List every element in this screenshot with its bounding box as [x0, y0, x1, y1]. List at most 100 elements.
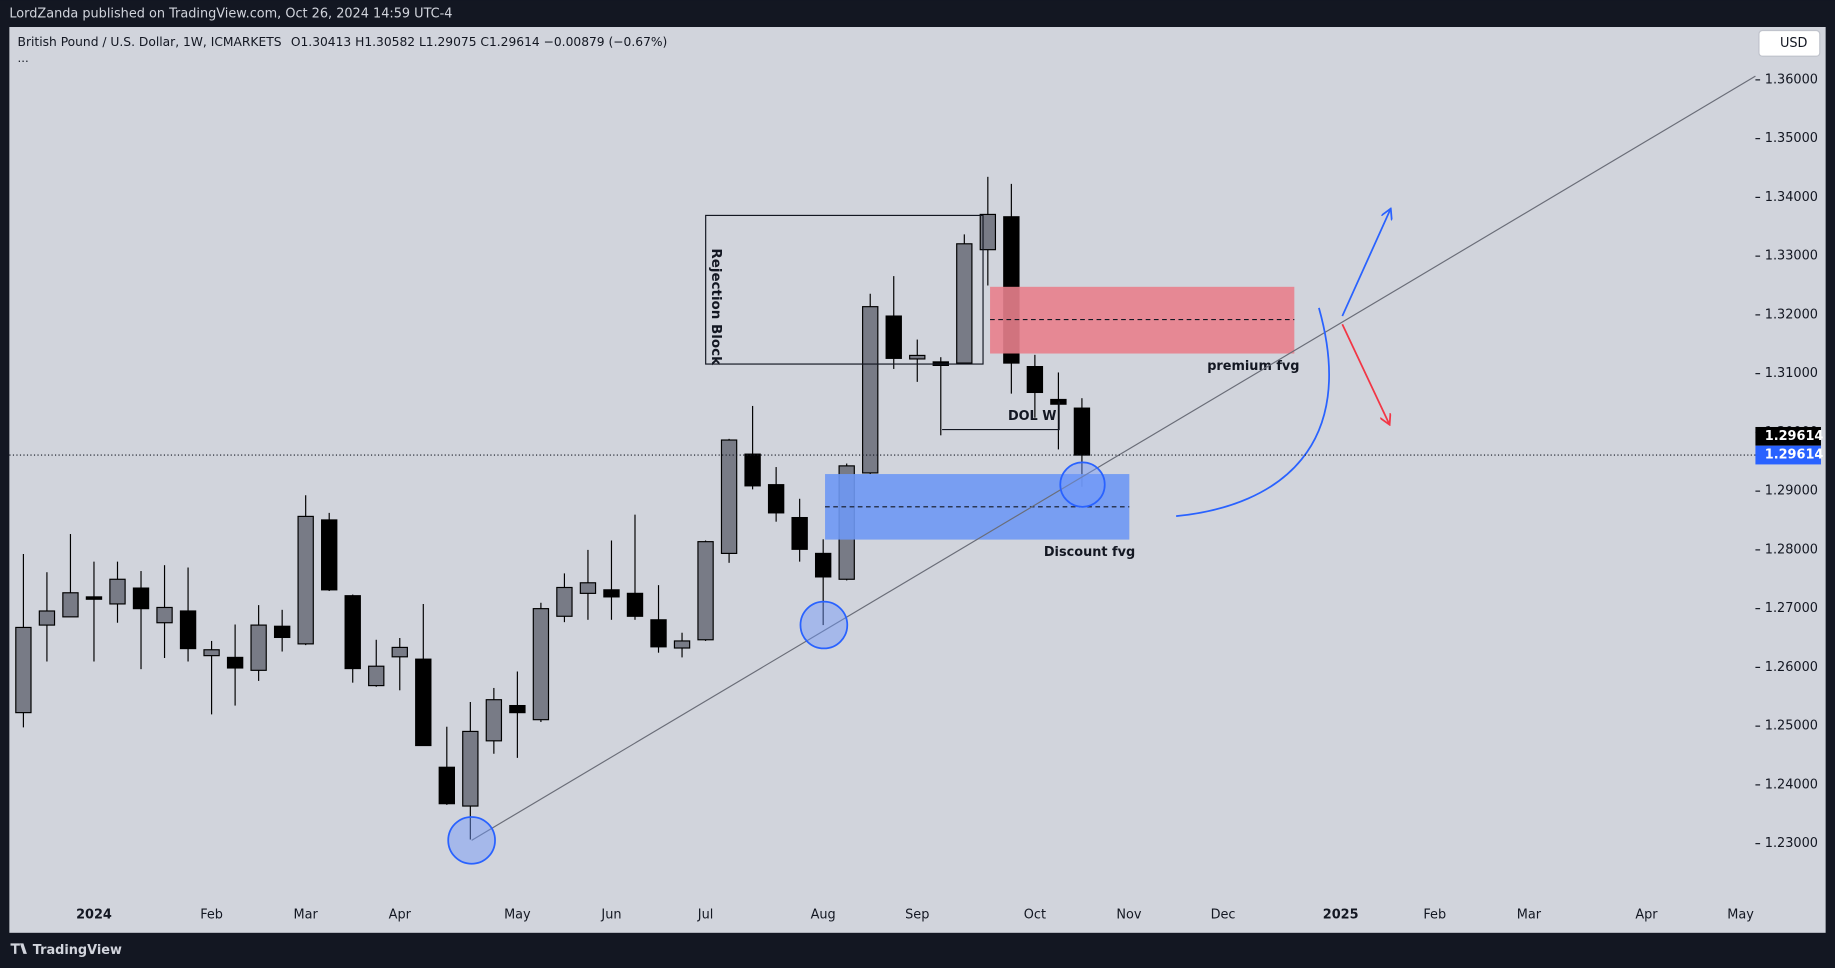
candle-body — [767, 484, 785, 514]
candle-body — [250, 624, 267, 671]
candle-body — [697, 541, 714, 641]
chart-header: British Pound / U.S. Dollar, 1W, ICMARKE… — [18, 35, 668, 49]
candle-body — [673, 640, 691, 649]
brand: TradingView — [33, 943, 122, 958]
y-tick-label: 1.24000 — [1765, 777, 1818, 792]
candle-body — [321, 519, 338, 591]
brand-logo — [10, 943, 27, 954]
y-tick-label: 1.36000 — [1765, 72, 1818, 87]
x-tick-label: 2024 — [76, 908, 112, 923]
last-price-label: 1.29614 — [1765, 448, 1824, 463]
highlight-circle — [1059, 461, 1106, 508]
x-tick-label: Nov — [1116, 908, 1141, 923]
y-tick-label: 1.34000 — [1765, 190, 1818, 205]
highlight-circle — [447, 816, 496, 865]
x-tick-label: Sep — [905, 908, 929, 923]
candle-body — [391, 646, 408, 658]
candle-body — [297, 515, 314, 645]
candle-body — [885, 315, 902, 359]
candle-body — [603, 589, 620, 598]
candle-body — [791, 516, 808, 550]
last-price-label: 1.29614 — [1765, 429, 1824, 444]
discount-label: Discount fvg — [1044, 545, 1135, 560]
candle-body — [226, 656, 244, 669]
chart-title: British Pound / U.S. Dollar, 1W, ICMARKE… — [18, 35, 282, 49]
x-tick-label: Aug — [811, 908, 836, 923]
ohlc-legend: O1.30413 H1.30582 L1.29075 C1.29614 −0.0… — [291, 35, 667, 49]
y-tick-label: 1.35000 — [1765, 131, 1818, 146]
x-tick-label: 2025 — [1323, 908, 1359, 923]
x-tick-label: Feb — [1423, 908, 1446, 923]
y-tick-label: 1.26000 — [1765, 660, 1818, 675]
dol-label: DOL W — [1008, 409, 1056, 424]
candle-body — [415, 658, 432, 747]
last-price-box — [1755, 426, 1821, 446]
projection-curve — [1176, 307, 1330, 518]
x-tick-label: Jul — [697, 908, 714, 923]
candle-body — [509, 704, 526, 714]
x-tick-label: Oct — [1024, 908, 1046, 923]
rejection-label: Rejection Block — [708, 248, 723, 366]
candle-body — [579, 582, 597, 594]
x-tick-label: Dec — [1211, 908, 1236, 923]
currency-box[interactable] — [1758, 29, 1821, 57]
y-tick-label: 1.31000 — [1765, 366, 1818, 381]
candle-body — [462, 730, 479, 807]
highlight-circle — [799, 600, 849, 650]
candle-body — [38, 610, 56, 626]
down-arrow — [1341, 323, 1389, 423]
x-tick-label: Apr — [1635, 908, 1658, 923]
candle-body — [626, 592, 644, 617]
y-tick-label: 1.28000 — [1765, 542, 1818, 557]
x-tick-label: Feb — [200, 908, 223, 923]
candle-body — [15, 626, 32, 714]
dol-line — [942, 401, 1060, 431]
x-tick-label: May — [504, 908, 531, 923]
currency[interactable]: USD — [1780, 36, 1808, 51]
candle-body — [1026, 366, 1044, 394]
candle-body — [132, 587, 150, 610]
candle-body — [368, 665, 385, 687]
candle-body — [62, 592, 79, 618]
candle-body — [109, 578, 126, 605]
candle-body — [179, 610, 197, 650]
up-arrow — [1341, 210, 1390, 317]
candle-body — [485, 699, 503, 742]
premium-label: premium fvg — [1207, 359, 1299, 374]
candle-body — [956, 243, 973, 364]
trendline — [471, 75, 1756, 841]
x-tick-label: Jun — [600, 908, 621, 923]
candle-body — [532, 608, 550, 721]
publisher: LordZanda published on TradingView.com, … — [9, 7, 452, 22]
candle-body — [273, 625, 291, 639]
last-price-box — [1755, 445, 1821, 465]
candle-body — [744, 453, 761, 487]
candle-body — [720, 439, 738, 554]
candle-body — [862, 306, 879, 474]
y-tick-label: 1.25000 — [1765, 719, 1818, 734]
candle-body — [909, 354, 926, 360]
y-tick-label: 1.29000 — [1765, 484, 1818, 499]
more-button[interactable]: ... — [18, 51, 29, 65]
x-tick-label: Apr — [389, 908, 412, 923]
candle-body — [650, 619, 667, 648]
x-tick-label: Mar — [1517, 908, 1542, 923]
y-tick-label: 1.23000 — [1765, 836, 1818, 851]
candle-body — [438, 766, 456, 805]
candle-body — [1073, 407, 1091, 456]
candle-body — [1050, 398, 1067, 405]
candle-body — [814, 552, 832, 578]
candle-body — [556, 586, 573, 617]
candle-body — [344, 595, 361, 670]
candle-body — [85, 596, 103, 600]
rejection-block — [705, 214, 984, 365]
candle-body — [203, 649, 220, 657]
y-tick-label: 1.32000 — [1765, 307, 1818, 322]
candle-body — [979, 213, 997, 251]
x-tick-label: May — [1727, 908, 1754, 923]
y-tick-label: 1.33000 — [1765, 249, 1818, 264]
candle-body — [156, 606, 173, 624]
y-tick-label: 1.27000 — [1765, 601, 1818, 616]
